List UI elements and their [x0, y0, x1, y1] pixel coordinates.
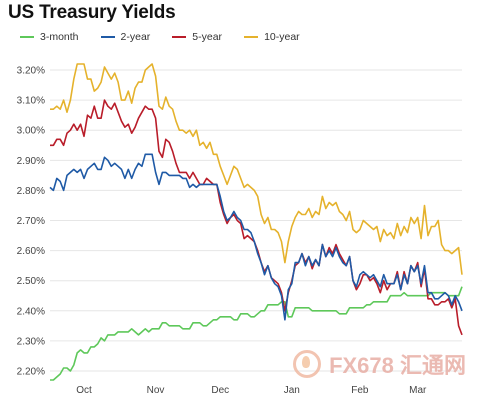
x-axis-ticks: Oct Nov Dec Jan Feb Mar: [76, 385, 427, 396]
legend: 3-month 2-year 5-year 10-year: [20, 30, 322, 44]
x-tick-label: Dec: [211, 385, 229, 396]
legend-item-2-year: 2-year: [100, 31, 151, 43]
watermark-text: FX678 汇通网: [329, 353, 466, 378]
x-tick-label: Jan: [284, 385, 300, 396]
legend-label-10-year: 10-year: [264, 31, 300, 43]
legend-swatch-2-year: [100, 36, 115, 38]
legend-label-3-month: 3-month: [40, 31, 79, 43]
series-lines: [49, 63, 463, 381]
legend-item-5-year: 5-year: [172, 31, 222, 43]
y-tick-label: 2.40%: [17, 306, 45, 317]
y-tick-label: 2.80%: [17, 186, 45, 197]
watermark: FX678 汇通网: [293, 348, 466, 380]
y-tick-label: 3.20%: [17, 66, 45, 77]
series-line-2-year: [49, 153, 463, 321]
legend-label-5-year: 5-year: [192, 31, 223, 43]
legend-swatch-10-year: [244, 36, 259, 38]
y-tick-label: 2.70%: [17, 216, 45, 227]
series-line-10-year: [50, 63, 463, 275]
y-tick-label: 2.50%: [17, 276, 45, 287]
legend-item-3-month: 3-month: [20, 31, 79, 43]
y-tick-label: 2.20%: [17, 366, 45, 377]
x-tick-label: Nov: [147, 385, 165, 396]
y-tick-label: 2.30%: [17, 336, 45, 347]
chart-title: US Treasury Yields: [8, 2, 176, 23]
series-line-5-year: [50, 99, 463, 336]
x-tick-label: Feb: [351, 385, 369, 396]
gridlines: [50, 69, 462, 372]
x-tick-label: Oct: [76, 385, 92, 396]
y-tick-label: 3.00%: [17, 126, 45, 137]
legend-swatch-5-year: [172, 36, 187, 38]
legend-item-10-year: 10-year: [244, 31, 300, 43]
y-tick-label: 2.90%: [17, 156, 45, 167]
x-tick-label: Mar: [409, 385, 427, 396]
watermark-logo-icon: [293, 350, 322, 378]
y-tick-label: 2.60%: [17, 246, 45, 257]
y-axis-ticks: 2.20% 2.30% 2.40% 2.50% 2.60% 2.70% 2.80% 2.90%…: [17, 66, 45, 378]
legend-swatch-3-month: [20, 36, 34, 38]
legend-label-2-year: 2-year: [120, 31, 151, 43]
series-line-3-month: [50, 286, 463, 381]
y-tick-label: 3.10%: [17, 96, 45, 107]
